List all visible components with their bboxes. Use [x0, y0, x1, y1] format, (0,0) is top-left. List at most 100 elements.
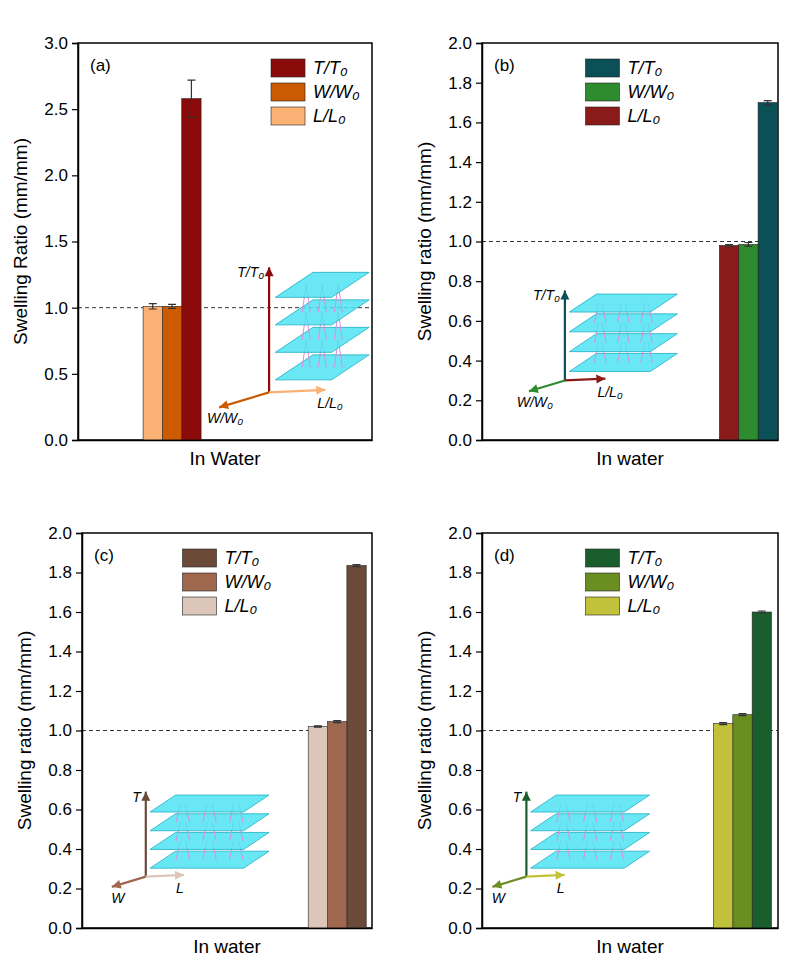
x-axis: In Water: [79, 440, 373, 469]
y-tick-label: 0.6: [48, 800, 72, 819]
y-tick: 2.0: [448, 524, 482, 543]
inset-arrow-head: [522, 792, 531, 801]
y-tick-label: 1.6: [448, 113, 472, 132]
y-tick-label: 1.0: [448, 232, 472, 251]
inset-arrow-head: [112, 880, 122, 889]
y-tick: 0.8: [48, 761, 82, 780]
inset-arrow-line: [525, 792, 527, 877]
error-bar: [725, 244, 733, 246]
y-tick-mark: [476, 122, 482, 123]
y-tick: 1.0: [448, 721, 482, 740]
y-tick-label: 2.0: [44, 166, 68, 185]
inset-arrow-head: [560, 290, 569, 299]
y-tick: 1.0: [448, 232, 482, 251]
y-tick-mark: [72, 374, 78, 375]
y-axis: 0.00.51.01.52.02.53.0: [44, 34, 78, 450]
y-tick-mark: [72, 241, 78, 242]
y-axis: 0.00.20.40.60.81.01.21.41.61.82.0: [448, 34, 482, 450]
error-bar: [719, 723, 727, 725]
y-tick-label: 1.6: [48, 603, 72, 622]
y-tick-mark: [476, 730, 482, 731]
y-tick-label: 1.8: [48, 563, 72, 582]
inset-layer: [150, 795, 269, 812]
y-tick-label: 1.6: [448, 603, 472, 622]
legend-swatch: [586, 597, 620, 615]
y-tick-mark: [476, 928, 482, 929]
inset-axis-label: T/T₀: [237, 264, 264, 280]
y-tick-label: 0.0: [44, 431, 68, 450]
y-tick: 0.2: [448, 879, 482, 898]
y-tick-mark: [476, 888, 482, 889]
y-tick-mark: [476, 281, 482, 282]
y-tick: 1.2: [48, 682, 82, 701]
y-tick: 2.0: [448, 34, 482, 53]
legend-label: L/L₀: [313, 106, 346, 126]
figure: 0.00.51.01.52.02.53.0In WaterSwelling Ra…: [0, 0, 809, 974]
y-tick-label: 0.6: [448, 800, 472, 819]
y-tick-label: 1.2: [448, 193, 472, 212]
inset-axis-label: W: [492, 890, 507, 906]
legend: T/T₀W/W₀L/L₀: [586, 548, 675, 616]
legend-swatch: [586, 573, 620, 591]
y-axis-line: [476, 44, 483, 441]
inset-layer: [150, 851, 269, 868]
y-tick-mark: [476, 533, 482, 534]
y-tick: 1.2: [448, 682, 482, 701]
y-tick-mark: [76, 572, 82, 573]
y-tick: 3.0: [44, 34, 78, 53]
y-tick: 1.8: [448, 563, 482, 582]
panel-label: (d): [494, 546, 515, 565]
legend-swatch: [586, 549, 620, 567]
inset-layer: [150, 814, 269, 831]
error-bar: [149, 304, 157, 309]
y-tick-mark: [76, 770, 82, 771]
inset-layer: [531, 795, 650, 812]
y-tick: 0.0: [448, 431, 482, 450]
y-tick-mark: [476, 770, 482, 771]
y-tick-label: 1.2: [448, 682, 472, 701]
y-tick-label: 0.0: [448, 919, 472, 938]
inset-layer: [569, 314, 677, 332]
y-tick-mark: [72, 308, 78, 309]
legend-label: T/T₀: [313, 58, 348, 78]
inset: T/T₀W/W₀L/L₀: [517, 287, 678, 410]
bar: [739, 244, 758, 440]
y-tick-label: 0.0: [448, 431, 472, 450]
x-tick: In Water: [189, 440, 261, 469]
y-tick-mark: [72, 440, 78, 441]
inset-axis-label: W/W₀: [207, 410, 243, 426]
x-axis-line: [83, 928, 373, 930]
x-tick-label: In water: [596, 936, 664, 957]
y-tick: 0.6: [448, 800, 482, 819]
y-tick-label: 0.0: [48, 919, 72, 938]
inset-arrow-line: [268, 267, 270, 392]
y-tick: 0.8: [448, 272, 482, 291]
plot-frame: [82, 533, 372, 928]
panel-label: (c): [94, 546, 114, 565]
legend-item: L/L₀: [271, 106, 346, 126]
y-tick-label: 0.2: [448, 879, 472, 898]
legend-item: T/T₀: [271, 58, 348, 78]
y-tick-mark: [476, 809, 482, 810]
bar: [143, 306, 162, 440]
y-tick-label: 0.2: [48, 879, 72, 898]
y-tick-mark: [476, 849, 482, 850]
y-axis: 0.00.20.40.60.81.01.21.41.61.82.0: [448, 524, 482, 938]
legend: T/T₀W/W₀L/L₀: [586, 58, 675, 126]
legend-swatch: [586, 107, 620, 125]
y-tick: 0.0: [44, 431, 78, 450]
inset-arrow-head: [141, 792, 150, 801]
legend-item: W/W₀: [183, 572, 272, 592]
y-tick-mark: [72, 175, 78, 176]
y-tick: 1.0: [44, 299, 78, 318]
y-tick-mark: [476, 400, 482, 401]
error-bar: [744, 242, 752, 246]
y-tick-mark: [72, 43, 78, 44]
inset-arrow-head: [555, 871, 564, 880]
error-bar: [314, 726, 322, 727]
y-axis: 0.00.20.40.60.81.01.21.41.61.82.0: [48, 524, 82, 938]
y-tick: 1.4: [448, 642, 482, 661]
legend-label: L/L₀: [628, 106, 661, 126]
y-tick-label: 2.0: [448, 524, 472, 543]
bar: [719, 245, 738, 440]
